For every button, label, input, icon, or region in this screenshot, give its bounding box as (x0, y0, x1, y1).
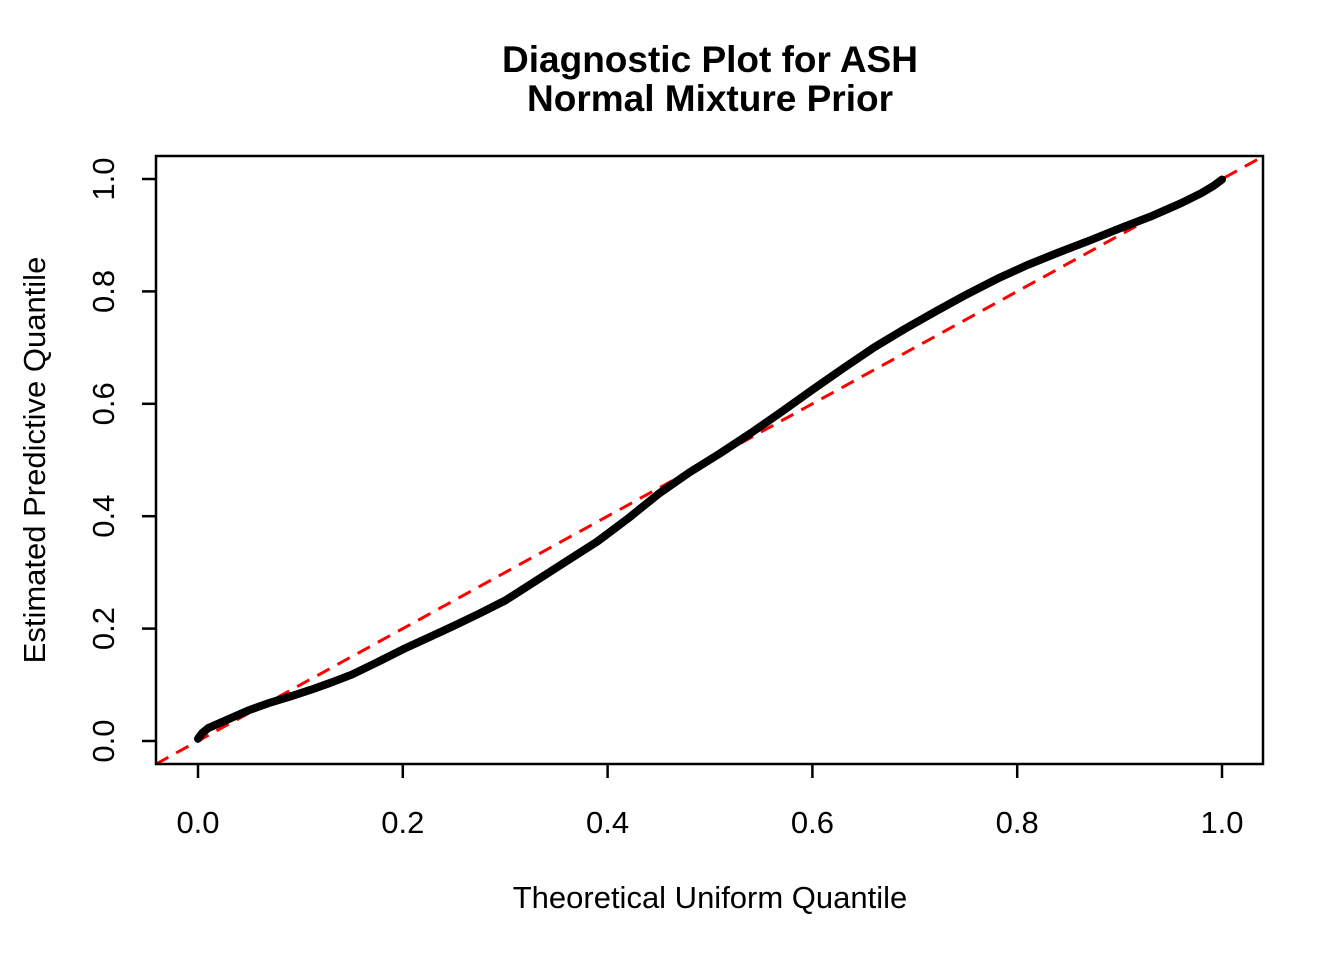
quantile-curve (194, 175, 1226, 743)
x-tick-label: 0.0 (176, 805, 219, 840)
y-tick-label: 0.6 (86, 382, 121, 425)
y-tick-label: 0.0 (86, 719, 121, 762)
y-tick-label: 0.2 (86, 607, 121, 650)
x-tick-label: 0.2 (381, 805, 424, 840)
y-tick-label: 0.4 (86, 495, 121, 538)
y-tick-label: 0.8 (86, 270, 121, 313)
x-tick-label: 0.4 (586, 805, 629, 840)
y-tick-label: 1.0 (86, 157, 121, 200)
x-axis-title: Theoretical Uniform Quantile (512, 880, 908, 915)
x-tick-label: 0.6 (791, 805, 834, 840)
plot-title-line1: Diagnostic Plot for ASH (502, 39, 918, 80)
plot-box (154, 154, 1265, 766)
plot-title: Diagnostic Plot for ASH Normal Mixture P… (502, 40, 918, 118)
plot-title-line2: Normal Mixture Prior (527, 78, 893, 119)
x-tick-label: 1.0 (1200, 805, 1243, 840)
x-tick-label: 0.8 (996, 805, 1039, 840)
y-axis-title: Estimated Predictive Quantile (17, 256, 52, 664)
